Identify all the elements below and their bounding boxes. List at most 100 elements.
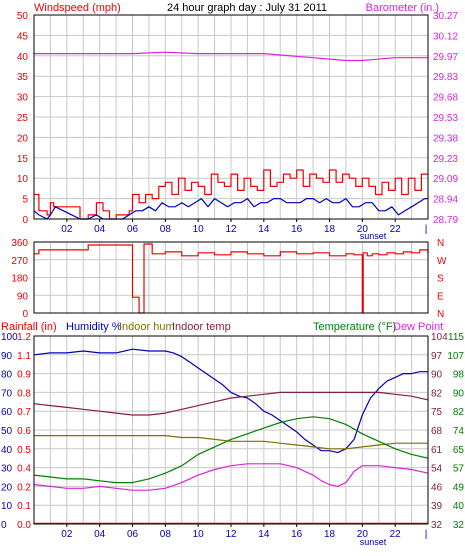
direction-tick-label: 0 (22, 309, 28, 320)
temperature-tick-label: 74 (453, 426, 465, 437)
temperature-tick-label: 32 (453, 520, 465, 531)
temperature-tick-label: 98 (453, 370, 465, 381)
humidity-panel-xtick-label: 02 (61, 529, 73, 540)
humidity-panel-xtick-label: 14 (258, 529, 270, 540)
humidity-tick-label: 0 (1, 520, 7, 531)
rainfall-tick-label: 0.4 (17, 464, 31, 475)
indoor-temp-tick-label: 82 (431, 388, 443, 399)
direction-tick-label: 180 (11, 274, 28, 285)
temperature-tick-label: 82 (453, 407, 465, 418)
rainfall-tick-label: 1.2 (17, 332, 31, 343)
barometer-tick-label: 29.09 (433, 174, 458, 185)
windspeed-tick-label: 25 (17, 113, 29, 124)
rainfall-axis-title: Rainfall (in) (1, 321, 57, 333)
temperature-tick-label: 40 (453, 501, 465, 512)
rainfall-tick-label: 0.2 (17, 482, 31, 493)
windspeed-tick-label: 35 (17, 72, 29, 83)
wind-gust-line (34, 169, 428, 220)
indoor-temp-tick-label: 54 (431, 464, 443, 475)
rainfall-tick-label: 0.5 (17, 445, 31, 456)
humidity-tick-label: 20 (1, 482, 13, 493)
wind-panel-xtick-label: 04 (94, 224, 106, 235)
sunset-label: sunset (360, 231, 387, 241)
indoor-temp-tick-label: 90 (431, 370, 443, 381)
humidity-tick-label: 70 (1, 388, 13, 399)
humidity-tick-label: 100 (1, 332, 18, 343)
temperature-legend: Temperature (°F) (313, 321, 396, 333)
temperature-tick-label: 90 (453, 388, 465, 399)
wind-panel-xtick-end: | (425, 224, 428, 235)
humidity-panel-xtick-label: 06 (127, 529, 139, 540)
humidity-panel-xtick-label: 16 (291, 529, 303, 540)
sunset-label: sunset (360, 537, 387, 547)
windspeed-tick-label: 40 (17, 52, 29, 63)
barometer-tick-label: 29.83 (433, 72, 458, 83)
wind-panel-xtick-label: 20 (357, 224, 369, 235)
barometer-line (34, 51, 428, 62)
windspeed-tick-label: 10 (17, 174, 29, 185)
windspeed-tick-label: 15 (17, 154, 29, 165)
humidity-tick-label: 40 (1, 445, 13, 456)
indoor-temp-tick-label: 32 (431, 520, 443, 531)
indoor-hum-legend: Indoor hum (119, 321, 175, 333)
dew-point-legend: Dew Point (393, 321, 443, 333)
wind-panel-xtick-label: 18 (324, 224, 336, 235)
rainfall-tick-label: 1.1 (17, 351, 31, 362)
wind-panel-xtick-label: 10 (193, 224, 205, 235)
temperature-tick-label: 107 (447, 351, 464, 362)
direction-tick-label: 360 (11, 238, 28, 249)
wind-panel-xtick-label: 22 (390, 224, 402, 235)
rainfall-tick-label: 0.7 (17, 407, 31, 418)
barometer-tick-label: 28.79 (433, 215, 458, 226)
windspeed-tick-label: 20 (17, 133, 29, 144)
indoor-temp-tick-label: 97 (431, 351, 443, 362)
wind-panel-xtick-label: 14 (258, 224, 270, 235)
indoor-temp-line (33, 391, 429, 416)
wind-panel-xtick-label: 08 (160, 224, 172, 235)
compass-tick-label: N (437, 309, 444, 320)
humidity-tick-label: 60 (1, 407, 13, 418)
direction-tick-label: 270 (11, 256, 28, 267)
barometer-tick-label: 29.97 (433, 52, 458, 63)
windspeed-tick-label: 50 (17, 11, 29, 22)
humidity-line (33, 348, 428, 454)
compass-tick-label: S (437, 274, 444, 285)
humidity-tick-label: 90 (1, 351, 13, 362)
indoor-temp-tick-label: 46 (431, 482, 443, 493)
temperature-tick-label: 115 (448, 332, 464, 343)
barometer-axis-title: Barometer (in.) (366, 2, 439, 14)
humidity-tick-label: 30 (1, 464, 13, 475)
windspeed-tick-label: 30 (17, 93, 29, 104)
wind-panel-xtick-label: 12 (225, 224, 237, 235)
compass-tick-label: N (437, 238, 444, 249)
indoor-temp-legend: Indoor temp (172, 321, 231, 333)
chart-marks: 0 5 10 15 20 25 30 35 40 45 50 28.79 28.94 29.09 29.23… (1, 11, 464, 540)
indoor-temp-tick-label: 75 (431, 407, 443, 418)
direction-panel-frame (33, 241, 429, 314)
barometer-tick-label: 28.94 (433, 195, 458, 206)
indoor-temp-tick-label: 39 (431, 501, 443, 512)
wind-direction-line (34, 243, 429, 314)
indoor-temp-tick-label: 104 (431, 332, 448, 343)
barometer-tick-label: 30.12 (433, 31, 458, 42)
windspeed-tick-label: 0 (22, 215, 28, 226)
barometer-tick-label: 29.68 (433, 93, 458, 104)
humidity-panel-xtick-label: 18 (324, 529, 336, 540)
humidity-panel-xtick-label: 08 (160, 529, 172, 540)
humidity-panel-xtick-label: 22 (390, 529, 402, 540)
wind-panel-xtick-label: 02 (61, 224, 73, 235)
rainfall-tick-label: 0.1 (17, 501, 31, 512)
temperature-tick-label: 57 (453, 464, 465, 475)
indoor-temp-tick-label: 68 (431, 426, 443, 437)
barometer-tick-label: 29.23 (433, 154, 458, 165)
barometer-tick-label: 30.27 (433, 11, 458, 22)
rainfall-tick-label: 0.6 (17, 426, 31, 437)
windspeed-tick-label: 5 (22, 195, 28, 206)
humidity-tick-label: 50 (1, 426, 13, 437)
humidity-panel-xtick-label: 20 (357, 529, 369, 540)
indoor-temp-tick-label: 61 (431, 445, 443, 456)
humidity-panel-xtick-label: 04 (94, 529, 106, 540)
rainfall-tick-label: 0.0 (17, 520, 31, 531)
